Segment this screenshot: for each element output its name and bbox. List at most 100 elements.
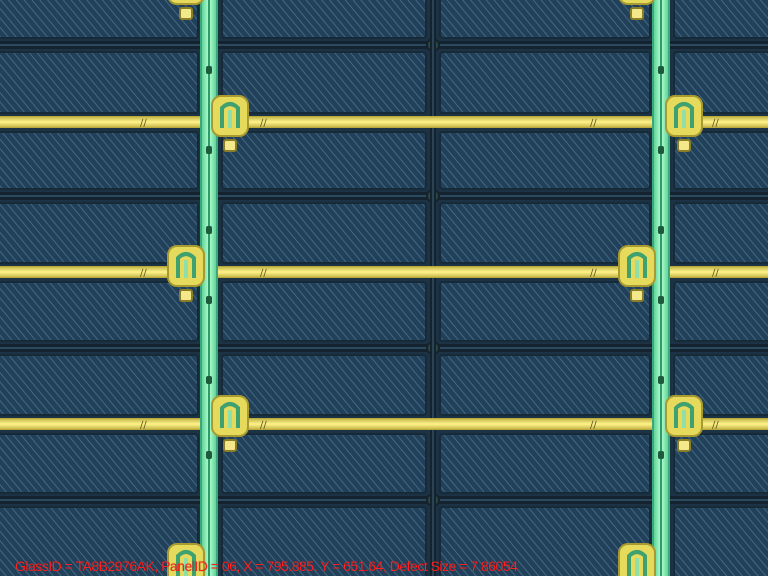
- via-array: [179, 7, 691, 459]
- line-mark: ∕∕: [260, 420, 267, 431]
- via-icon: [179, 289, 193, 302]
- tft-body: [619, 0, 655, 5]
- tft-drain: [184, 558, 188, 576]
- pixel-cell: [221, 281, 427, 342]
- pixel-cell: [0, 433, 199, 494]
- tft-icon: [618, 543, 656, 576]
- gate-line-fill: [0, 419, 768, 429]
- tft-array: [167, 0, 703, 576]
- line-via: [206, 296, 212, 304]
- line-mark: ∕∕: [260, 268, 267, 279]
- tft-drain: [228, 110, 232, 128]
- via-icon: [677, 439, 691, 452]
- line-mark: ∕∕: [712, 420, 719, 431]
- pixel-cell: [221, 433, 427, 494]
- line-via: [658, 146, 664, 154]
- pixel-cell: [673, 433, 768, 494]
- tft-icon: [619, 0, 655, 5]
- line-via: [206, 451, 212, 459]
- data-line-core: [208, 0, 210, 576]
- line-via: [206, 376, 212, 384]
- storage-line-core: [0, 195, 768, 197]
- pixel-cell: [221, 51, 427, 114]
- pixel-cell: [0, 131, 199, 190]
- line-mark: ∕∕: [140, 268, 147, 279]
- via-icon: [223, 439, 237, 452]
- pixel-cell: [439, 433, 651, 494]
- pixel-cell: [0, 0, 199, 39]
- tft-body: [168, 0, 204, 5]
- tft-icon: [167, 543, 205, 576]
- via-pad: [179, 289, 193, 302]
- tft-icon: [167, 245, 205, 287]
- pixel-cell: [439, 131, 651, 190]
- pixel-cell: [0, 354, 199, 416]
- pixel-cell: [439, 51, 651, 114]
- tft-channel: [176, 550, 196, 576]
- via-pad: [630, 289, 644, 302]
- data-line-core: [660, 0, 662, 576]
- line-mark: ∕∕: [140, 420, 147, 431]
- pixel-cell: [439, 354, 651, 416]
- tft-icon: [618, 245, 656, 287]
- pixel-cell: [221, 506, 427, 576]
- storage-line-core: [0, 499, 768, 501]
- tft-channel: [674, 402, 694, 428]
- pixel-cell: [439, 202, 651, 264]
- line-mark: ∕∕: [590, 420, 597, 431]
- pixel-cell: [0, 202, 199, 264]
- pixel-cell: [673, 202, 768, 264]
- via-icon: [223, 139, 237, 152]
- line-mark: ∕∕: [590, 118, 597, 129]
- pixel-cell: [673, 506, 768, 576]
- pixel-cell: [439, 0, 651, 39]
- pixel-cell: [221, 354, 427, 416]
- pixel-cell: [0, 281, 199, 342]
- line-mark: ∕∕: [712, 118, 719, 129]
- tft-icon: [211, 395, 249, 437]
- via-pad: [179, 7, 193, 20]
- via-icon: [179, 7, 193, 20]
- line-mark: ∕∕: [140, 118, 147, 129]
- line-via: [658, 226, 664, 234]
- tft-drain: [635, 260, 639, 278]
- tft-channel: [627, 550, 647, 576]
- tft-icon: [168, 0, 204, 5]
- pixel-cell: [673, 131, 768, 190]
- pixel-cell: [0, 51, 199, 114]
- tft-channel: [176, 252, 196, 278]
- via-pad: [630, 7, 644, 20]
- line-mark: ∕∕: [260, 118, 267, 129]
- tft-icon: [665, 395, 703, 437]
- storage-line-core: [0, 44, 768, 46]
- tft-drain: [228, 410, 232, 428]
- line-via: [658, 376, 664, 384]
- tft-drain: [682, 110, 686, 128]
- gate-line-fill: [0, 267, 768, 277]
- line-via: [206, 226, 212, 234]
- via-pad: [223, 439, 237, 452]
- pixel-cell: [439, 281, 651, 342]
- via-pad: [677, 139, 691, 152]
- tft-icon: [665, 95, 703, 137]
- pixel-cell: [673, 0, 768, 39]
- pixel-cell: [221, 0, 427, 39]
- tft-channel: [674, 102, 694, 128]
- tft-drain: [635, 558, 639, 576]
- pixel-cell: [673, 281, 768, 342]
- line-via: [658, 451, 664, 459]
- tft-channel: [627, 252, 647, 278]
- tft-drain: [682, 410, 686, 428]
- line-via: [658, 66, 664, 74]
- via-pad: [677, 439, 691, 452]
- tft-drain: [184, 260, 188, 278]
- via-icon: [630, 7, 644, 20]
- line-mark: ∕∕: [712, 268, 719, 279]
- pixel-cell: [221, 202, 427, 264]
- gate-line-fill: [0, 117, 768, 127]
- line-via: [206, 146, 212, 154]
- pixel-cell: [221, 131, 427, 190]
- tft-icon: [211, 95, 249, 137]
